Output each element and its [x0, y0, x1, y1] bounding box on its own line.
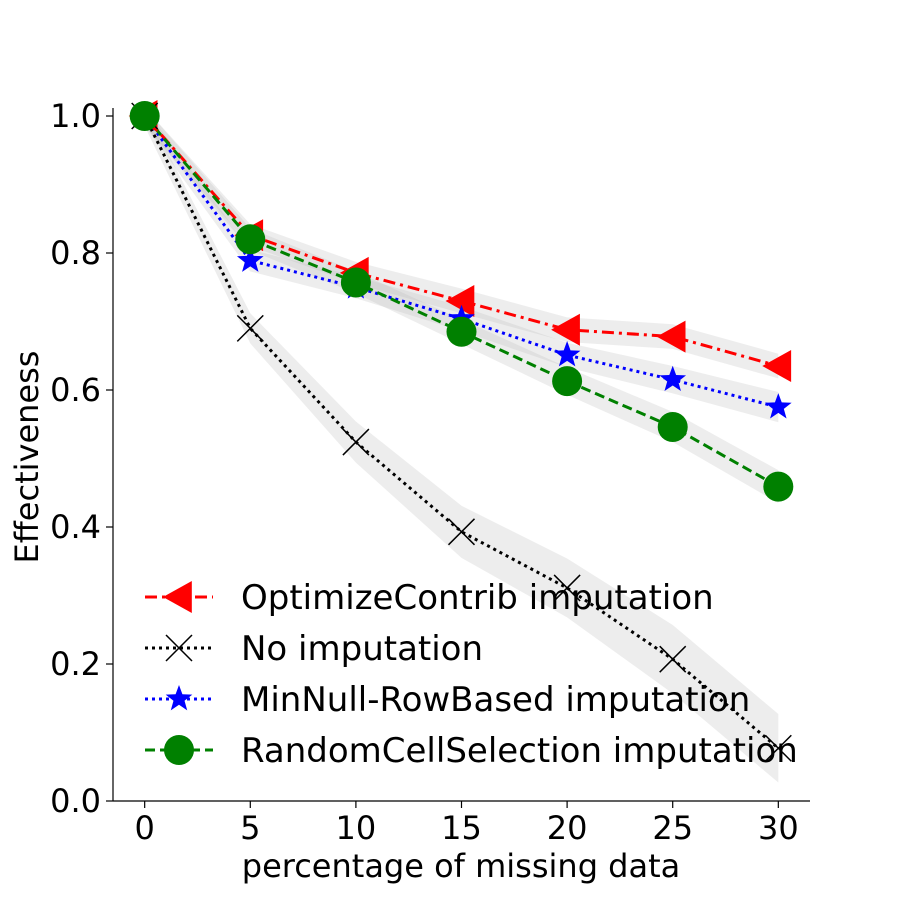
y-tick-label: 0.4 — [50, 508, 101, 546]
x-tick-label: 30 — [758, 809, 799, 847]
point-series-2-6 — [765, 393, 792, 419]
x-tick-label: 10 — [336, 809, 377, 847]
legend-label-2: MinNull-RowBased imputation — [241, 680, 750, 720]
point-series-3-2 — [340, 267, 371, 298]
legend-label-3: RandomCellSelection imputation — [241, 731, 798, 771]
point-series-1-4 — [553, 574, 581, 602]
point-series-3-6 — [763, 471, 794, 502]
y-axis-label: Effectiveness — [8, 351, 46, 564]
legend: OptimizeContrib imputation No imputation M… — [145, 578, 798, 771]
y-tick-label: 1.0 — [50, 97, 101, 135]
point-series-0-6 — [762, 350, 792, 383]
series-markers — [128, 100, 794, 762]
point-series-1-5 — [659, 645, 687, 673]
point-series-1-6 — [764, 734, 792, 762]
y-tick-label: 0.8 — [50, 234, 101, 272]
point-series-2-1 — [236, 246, 264, 272]
point-series-1-3 — [447, 518, 476, 546]
x-tick-label: 5 — [240, 809, 260, 847]
band-series-3 — [144, 107, 779, 504]
axes: 0 5 10 15 20 25 30 0.0 0.2 0.4 0.6 0.8 1.0 — [50, 97, 810, 847]
point-series-3-5 — [657, 411, 688, 442]
legend-marker-1 — [165, 634, 193, 662]
point-series-0-4 — [551, 313, 580, 346]
point-series-2-5 — [659, 365, 687, 392]
legend-label-0: OptimizeContrib imputation — [241, 578, 714, 618]
y-tick-label: 0.0 — [50, 782, 101, 820]
line-series-2 — [143, 115, 779, 409]
legend-label-1: No imputation — [241, 629, 483, 669]
legend-marker-0 — [163, 581, 192, 613]
legend-marker-3 — [164, 735, 194, 765]
band-series-2 — [144, 107, 779, 423]
point-series-2-4 — [553, 341, 581, 367]
point-series-3-3 — [446, 316, 477, 347]
x-tick-label: 25 — [652, 809, 693, 847]
y-tick-label: 0.2 — [50, 645, 101, 683]
legend-marker-2 — [165, 685, 193, 711]
x-tick-label: 0 — [135, 809, 155, 847]
x-tick-label: 20 — [547, 809, 588, 847]
point-series-0-3 — [445, 284, 475, 317]
point-series-1-2 — [342, 428, 370, 456]
x-axis-label: percentage of missing data — [242, 847, 681, 885]
point-series-3-1 — [235, 224, 266, 255]
point-series-3-4 — [552, 366, 583, 397]
y-tick-label: 0.6 — [50, 371, 101, 409]
point-series-3-0 — [129, 101, 160, 131]
point-series-1-1 — [236, 314, 264, 342]
x-tick-label: 15 — [441, 809, 482, 847]
band-series-1 — [144, 107, 779, 783]
point-series-0-5 — [656, 320, 686, 353]
